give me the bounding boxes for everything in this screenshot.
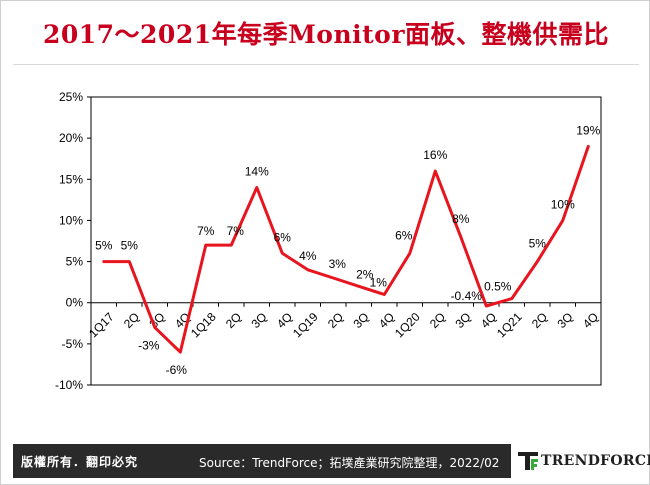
y-tick-label: 10%	[59, 213, 83, 227]
source-text: Source：TrendForce；拓墣產業研究院整理，2022/02	[199, 456, 500, 470]
y-tick-label: 5%	[66, 255, 84, 269]
data-label: 6%	[395, 228, 413, 242]
x-tick-label: 1Q20	[392, 309, 423, 340]
data-label: 1%	[370, 275, 388, 289]
data-label: 16%	[423, 148, 447, 162]
data-label: -0.4%	[451, 289, 483, 303]
x-tick-label: 1Q21	[494, 309, 525, 340]
data-label: 0.5%	[484, 280, 512, 294]
title-divider	[13, 64, 639, 65]
y-tick-label: -5%	[62, 337, 84, 351]
data-label: 4%	[299, 249, 317, 263]
data-label: 14%	[245, 165, 269, 179]
copyright-text: 版權所有．翻印必究	[21, 455, 139, 469]
x-tick-label: 3Q	[350, 310, 371, 331]
data-label: 10%	[551, 197, 575, 211]
y-tick-label: 25%	[59, 90, 83, 104]
x-tick-label: 4Q	[580, 310, 601, 331]
x-tick-label: 1Q18	[188, 309, 219, 340]
x-tick-label: 3Q	[554, 310, 575, 331]
data-label: -6%	[166, 363, 188, 377]
x-tick-label: 2Q	[325, 310, 346, 331]
data-label: 7%	[227, 224, 245, 238]
plot-area-border	[90, 96, 602, 386]
trendforce-logo-icon	[518, 452, 538, 470]
footer-bar: 版權所有．翻印必究 Source：TrendForce；拓墣產業研究院整理，20…	[13, 444, 650, 478]
x-tick-label: 2Q	[223, 310, 244, 331]
x-tick-label: 2Q	[427, 310, 448, 331]
data-label: 6%	[274, 230, 292, 244]
y-tick-label: 15%	[59, 172, 83, 186]
data-label: 5%	[529, 237, 547, 251]
data-label: 3%	[329, 257, 347, 271]
data-label: 2%	[356, 267, 374, 281]
x-tick-label: 2Q	[529, 310, 550, 331]
data-label: -3%	[138, 338, 160, 352]
data-label: 8%	[452, 212, 470, 226]
logo-text: TRENDFORCE	[541, 453, 650, 469]
data-label: 5%	[121, 239, 139, 253]
page-title: 2017～2021年每季Monitor面板、整機供需比	[42, 20, 610, 49]
x-tick-label: 1Q19	[290, 309, 321, 340]
y-tick-label: 20%	[59, 131, 83, 145]
trendforce-logo: TRENDFORCE	[511, 444, 650, 478]
data-label: 7%	[197, 224, 215, 238]
x-tick-label: 3Q	[248, 310, 269, 331]
x-tick-label: 3Q	[452, 310, 473, 331]
y-tick-label: -10%	[55, 378, 83, 392]
x-tick-label: 2Q	[121, 310, 142, 331]
data-label: 5%	[95, 239, 113, 253]
series-line	[102, 144, 590, 354]
data-label: 19%	[576, 123, 600, 137]
y-tick-label: 0%	[66, 296, 84, 310]
